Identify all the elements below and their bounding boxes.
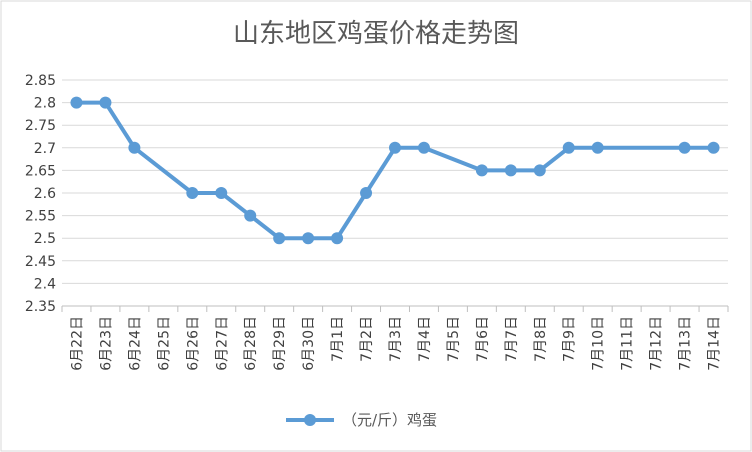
y-tick-label: 2.65 bbox=[25, 163, 56, 179]
y-tick-label: 2.45 bbox=[25, 254, 56, 270]
series-line-segment bbox=[103, 100, 137, 150]
x-tick-label: 6月30日 bbox=[301, 316, 317, 371]
data-point bbox=[504, 164, 517, 177]
x-tick-label: 7月3日 bbox=[388, 316, 404, 362]
x-tick-label: 6月27日 bbox=[214, 316, 230, 371]
x-tick-label: 6月28日 bbox=[243, 316, 259, 371]
y-tick-label: 2.6 bbox=[34, 186, 56, 202]
x-tick-label: 6月29日 bbox=[272, 316, 288, 371]
x-tick-label: 7月5日 bbox=[446, 316, 462, 362]
data-point bbox=[244, 209, 257, 222]
x-tick-label: 7月7日 bbox=[504, 316, 520, 362]
x-tick-label: 6月25日 bbox=[156, 316, 172, 371]
data-point bbox=[678, 141, 691, 154]
x-tick-label: 7月4日 bbox=[417, 316, 433, 362]
data-point bbox=[389, 141, 401, 154]
series-line-segment bbox=[219, 191, 253, 218]
chart-title: 山东地区鸡蛋价格走势图 bbox=[233, 19, 519, 49]
series-line-segment bbox=[248, 213, 282, 241]
x-tick-label: 7月2日 bbox=[359, 316, 375, 362]
data-point bbox=[186, 187, 199, 199]
legend: （元/斤）鸡蛋 bbox=[286, 411, 437, 429]
data-point bbox=[707, 141, 720, 154]
data-point bbox=[417, 141, 430, 154]
x-tick-label: 7月6日 bbox=[475, 316, 491, 362]
x-tick-label: 7月12日 bbox=[649, 316, 665, 371]
y-axis: 2.35 2.4 2.45 2.5 2.55 2.6 2.65 2.7 2.75 2.8 2.85 bbox=[25, 73, 56, 315]
y-tick-label: 2.85 bbox=[25, 73, 56, 89]
data-point bbox=[215, 187, 228, 199]
x-tick-label: 6月24日 bbox=[127, 316, 143, 371]
series-line-segment bbox=[364, 145, 397, 195]
series-line-segment bbox=[132, 145, 195, 195]
x-tick-label: 6月23日 bbox=[98, 316, 114, 371]
data-point bbox=[70, 96, 83, 109]
series-line-segment bbox=[335, 191, 369, 241]
x-tick-label: 7月11日 bbox=[620, 316, 636, 371]
legend-label: （元/斤）鸡蛋 bbox=[342, 411, 437, 429]
x-tick-label: 6月22日 bbox=[69, 316, 85, 371]
series-line-segment bbox=[537, 145, 571, 173]
y-tick-label: 2.55 bbox=[25, 209, 56, 225]
x-tick-label: 6月26日 bbox=[185, 316, 201, 371]
data-point bbox=[331, 232, 344, 245]
x-tick-label: 7月9日 bbox=[562, 316, 578, 362]
legend-marker-swatch bbox=[304, 414, 316, 426]
series-line-segment bbox=[421, 145, 484, 173]
data-point bbox=[128, 141, 141, 154]
data-point bbox=[562, 141, 575, 154]
y-tick-label: 2.75 bbox=[25, 118, 56, 134]
y-tick-label: 2.5 bbox=[34, 231, 56, 247]
x-tick-label: 7月1日 bbox=[330, 316, 346, 362]
y-tick-label: 2.4 bbox=[34, 276, 56, 292]
data-point bbox=[533, 164, 546, 177]
data-point bbox=[99, 96, 112, 109]
data-point bbox=[360, 187, 373, 199]
x-tick-label: 7月8日 bbox=[533, 316, 549, 362]
x-tick-label: 7月14日 bbox=[707, 316, 723, 371]
x-tick-label: 7月13日 bbox=[678, 316, 694, 371]
gridlines bbox=[62, 79, 728, 307]
series-layer bbox=[70, 96, 720, 245]
data-point bbox=[273, 232, 286, 245]
y-tick-label: 2.7 bbox=[34, 141, 56, 157]
y-tick-label: 2.8 bbox=[34, 96, 56, 112]
data-point bbox=[475, 164, 488, 177]
x-axis: 6月22日 6月23日 6月24日 6月25日 6月26日 6月27日 6月28日 6月29日… bbox=[61, 305, 729, 371]
data-point bbox=[591, 141, 604, 154]
data-point bbox=[302, 232, 315, 245]
y-tick-label: 2.35 bbox=[25, 299, 56, 315]
x-tick-label: 7月10日 bbox=[591, 316, 607, 371]
